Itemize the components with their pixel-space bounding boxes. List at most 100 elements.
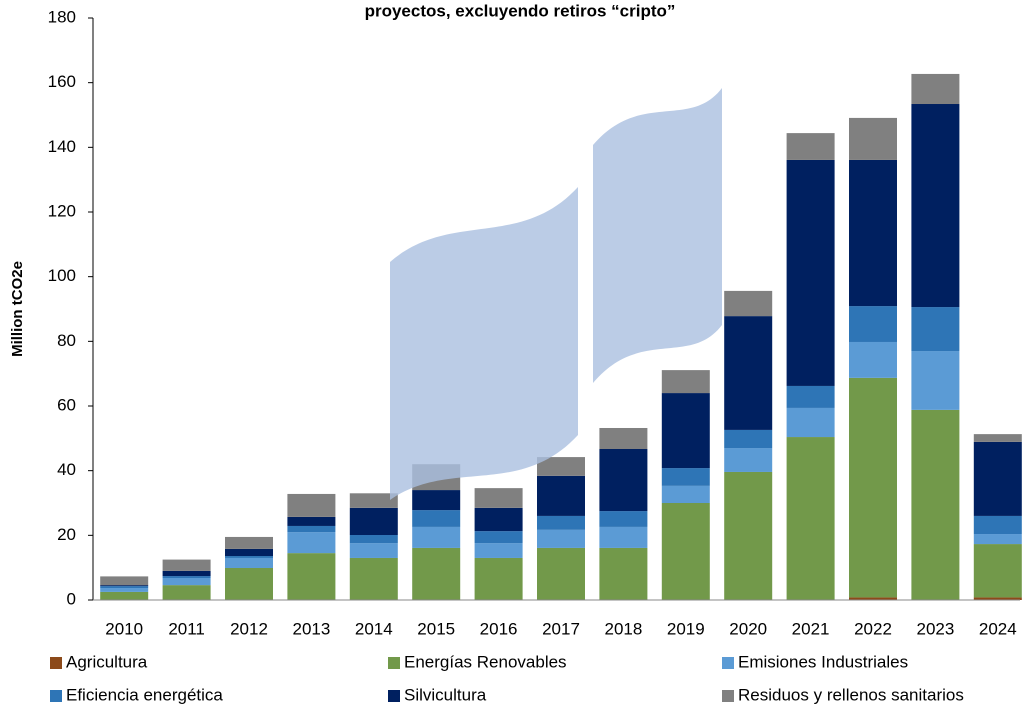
x-tick-label: 2018 [604, 619, 642, 638]
bar-segment [474, 543, 523, 558]
bar-segment [724, 429, 773, 449]
bar-segment [973, 515, 1022, 535]
legend-swatch [722, 690, 734, 702]
bar-segment [225, 556, 273, 558]
legend-swatch [388, 690, 400, 702]
legend-label: Emisiones Industriales [738, 652, 908, 671]
bar-segment [537, 515, 585, 530]
bar-segment [474, 488, 523, 508]
bar-segment [287, 532, 336, 554]
bar-segment [849, 117, 897, 160]
bar-segment [599, 547, 648, 600]
x-tick-label: 2010 [105, 619, 143, 638]
y-tick-label: 160 [48, 72, 76, 91]
legend-swatch [50, 690, 62, 702]
x-tick-label: 2024 [979, 619, 1017, 638]
bar-segment [661, 468, 710, 486]
bar-segment [973, 597, 1022, 600]
bar-segment [599, 511, 648, 527]
legend-label: Silvicultura [404, 685, 487, 704]
bar-segment [911, 351, 960, 410]
bar-segment [162, 570, 211, 577]
bar-segment [349, 493, 398, 508]
bar-segment [849, 597, 897, 600]
bar-segment [724, 448, 773, 472]
bar-segment [474, 557, 523, 600]
bar-segment [412, 526, 461, 548]
bar-segment [661, 393, 710, 469]
bar-segment [849, 159, 897, 307]
x-tick-label: 2016 [480, 619, 518, 638]
bar-segment [349, 543, 398, 558]
x-tick-label: 2020 [729, 619, 767, 638]
bar-segment [349, 557, 398, 600]
bar-segment [412, 547, 461, 600]
y-tick-label: 100 [48, 266, 76, 285]
bar-segment [786, 385, 835, 408]
bar-segment [225, 567, 273, 600]
bar-segment [162, 576, 211, 579]
bar-segment [537, 457, 585, 476]
x-tick-label: 2021 [792, 619, 830, 638]
bar-segment [973, 534, 1022, 545]
legend-label: Agricultura [66, 652, 148, 671]
bar-segment [474, 507, 523, 532]
legend-label: Eficiencia energética [66, 685, 223, 704]
legend-swatch [50, 657, 62, 669]
bar-segment [786, 133, 835, 160]
legend-label: Energías Renovables [404, 652, 567, 671]
bar-segment [661, 503, 710, 600]
x-tick-label: 2011 [168, 619, 205, 638]
x-tick-label: 2012 [230, 619, 268, 638]
bar-segment [911, 104, 960, 308]
bar-segment [412, 510, 461, 527]
bar-segment [100, 585, 149, 587]
y-tick-label: 20 [57, 525, 76, 544]
bar-segment [786, 159, 835, 386]
bar-segment [973, 544, 1022, 598]
x-tick-label: 2019 [667, 619, 705, 638]
bar-segment [349, 507, 398, 536]
bar-segment [537, 529, 585, 548]
bar-segment [225, 557, 273, 568]
bar-segment [849, 377, 897, 598]
bar-segment [911, 73, 960, 105]
y-tick-label: 80 [57, 331, 76, 350]
bar-segment [100, 588, 149, 592]
bar-segment [911, 307, 960, 352]
bar-segment [100, 576, 149, 586]
bar-segment [973, 441, 1022, 516]
bar-segment [661, 485, 710, 503]
bar-segment [100, 586, 149, 589]
bar-segment [724, 290, 773, 317]
bar-segment [162, 585, 211, 600]
y-tick-label: 140 [48, 137, 76, 156]
band-left [390, 187, 578, 500]
y-tick-label: 0 [67, 589, 76, 608]
bar-segment [973, 434, 1022, 442]
bars [100, 73, 1022, 600]
bar-segment [599, 526, 648, 548]
bar-segment [287, 493, 336, 517]
bar-segment [349, 535, 398, 544]
bar-segment [287, 516, 336, 526]
bar-segment [724, 316, 773, 430]
bar-segment [849, 306, 897, 342]
y-tick-label: 40 [57, 460, 76, 479]
bar-segment [225, 548, 273, 557]
y-tick-label: 180 [48, 7, 76, 26]
bar-segment [537, 547, 585, 600]
legend-swatch [388, 657, 400, 669]
y-tick-label: 120 [48, 201, 76, 220]
band-right [593, 88, 722, 383]
bar-segment [474, 531, 523, 544]
y-axis-label: Million tCO2e [9, 261, 26, 357]
x-tick-label: 2023 [916, 619, 954, 638]
bar-segment [162, 578, 211, 586]
bar-segment [599, 427, 648, 450]
bar-segment [287, 553, 336, 600]
bar-segment [162, 559, 211, 571]
y-tick-label: 60 [57, 395, 76, 414]
x-tick-label: 2015 [417, 619, 455, 638]
